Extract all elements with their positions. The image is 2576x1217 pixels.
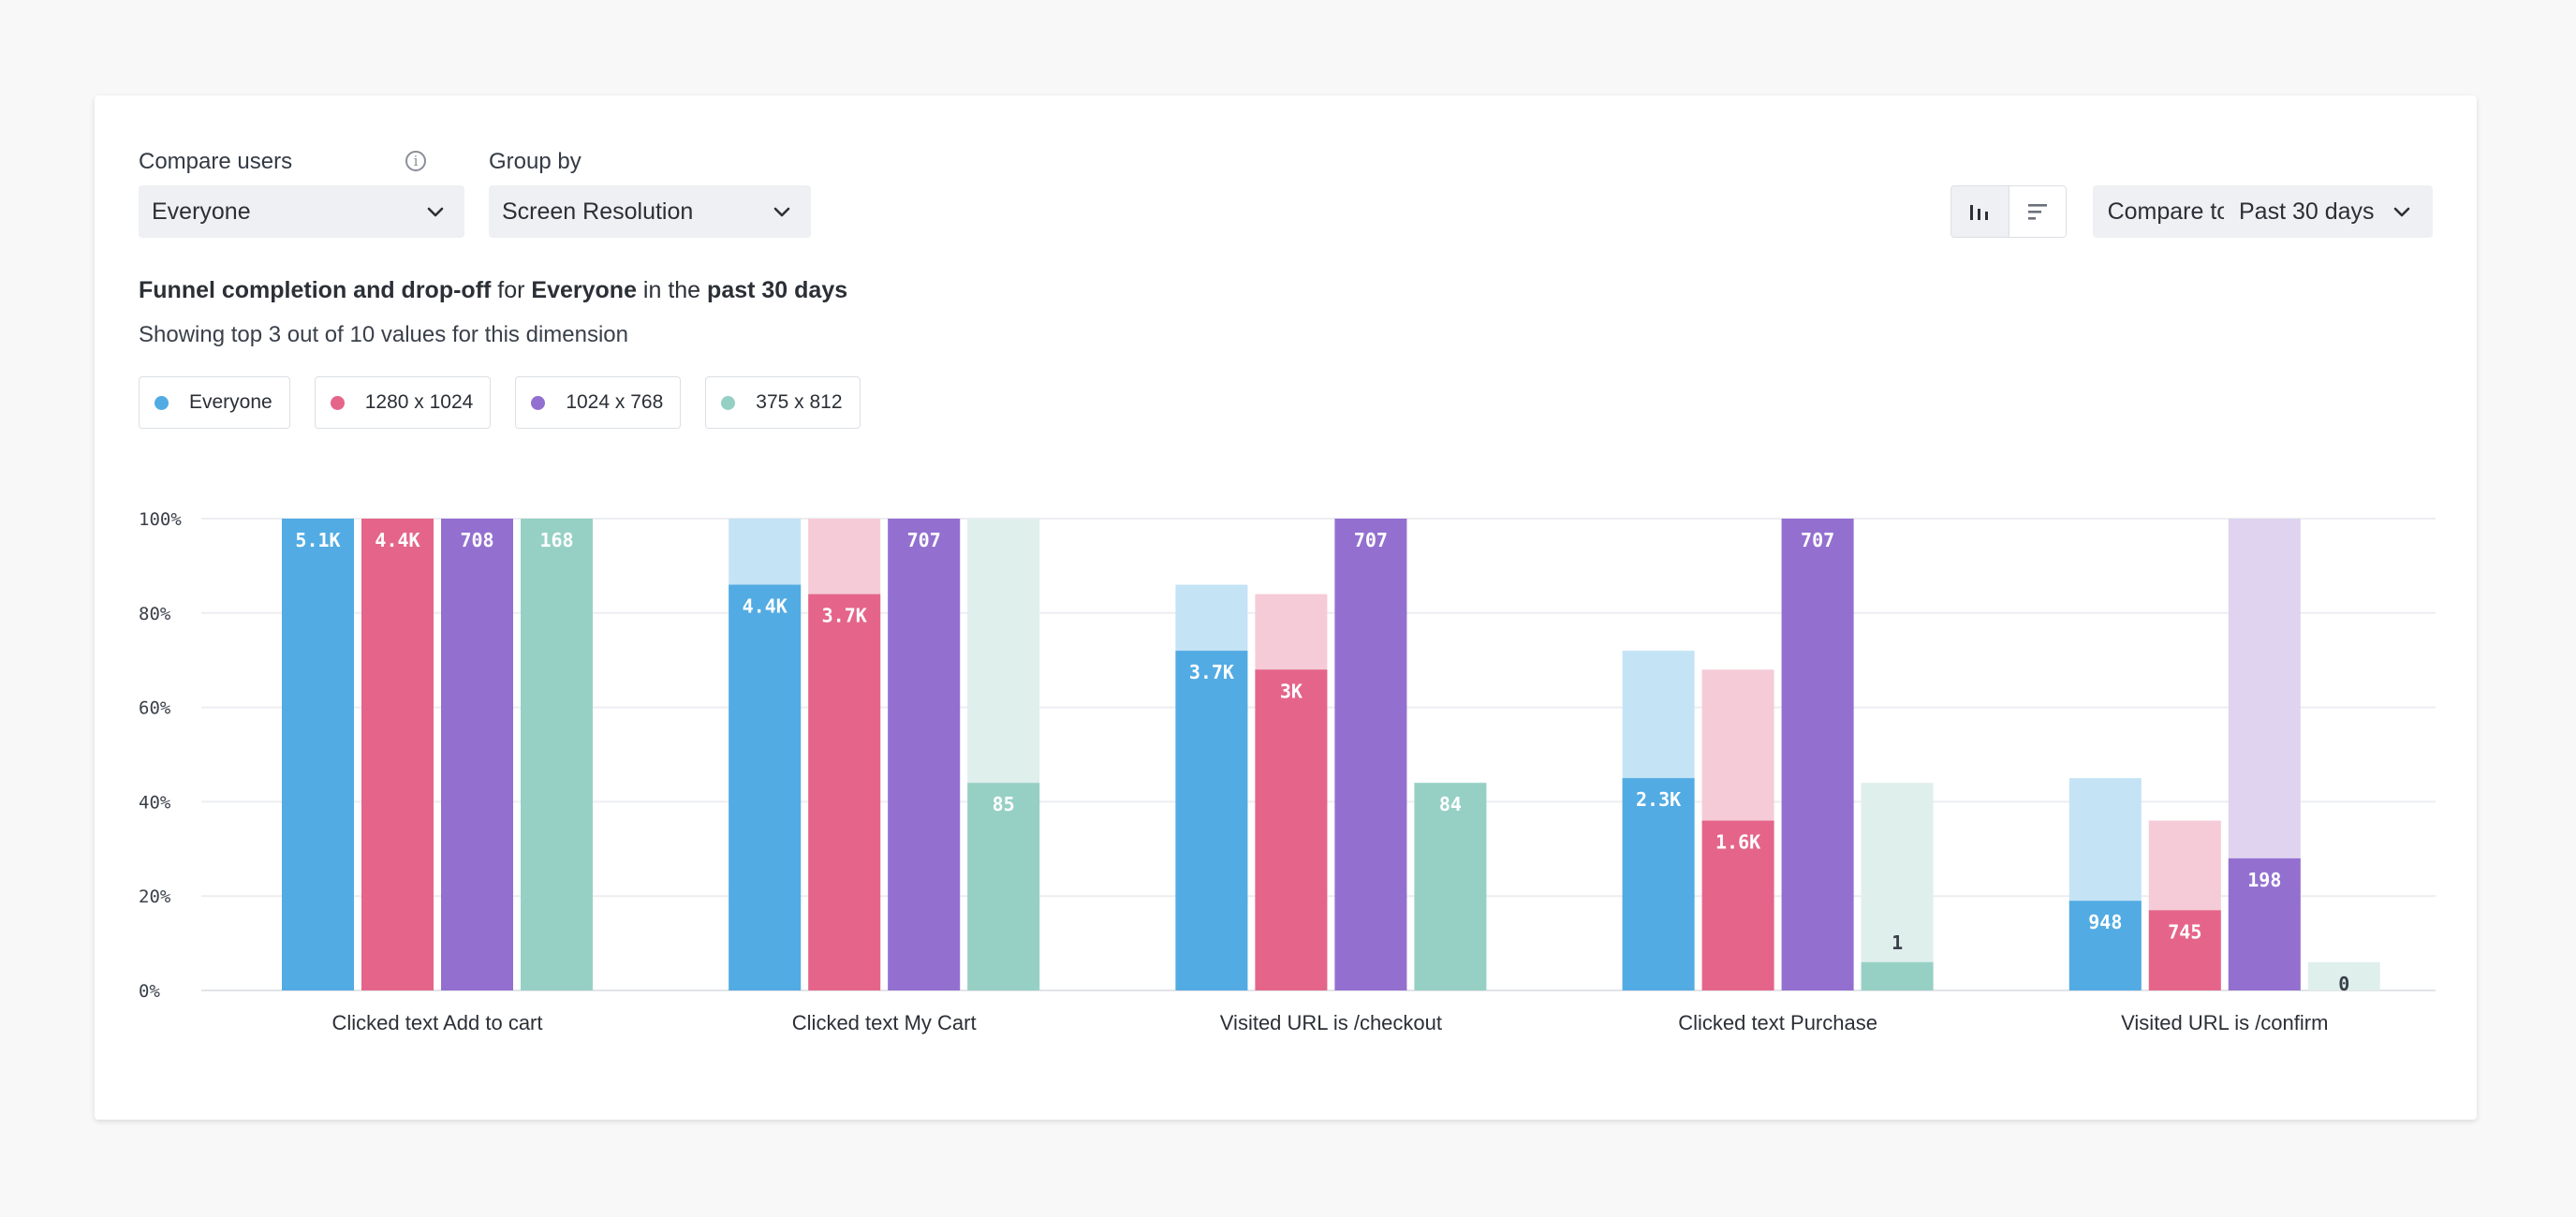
completion-bar xyxy=(1255,669,1328,990)
x-category-label: Clicked text Add to cart xyxy=(332,1011,543,1034)
date-range-value: Past 30 days xyxy=(2239,198,2375,225)
data-label: 5.1K xyxy=(295,529,340,551)
compare-users-label: Compare users xyxy=(139,149,293,174)
y-tick-label: 60% xyxy=(139,698,171,719)
compare-users-select[interactable]: Everyone xyxy=(139,185,464,238)
summary-segment: Everyone xyxy=(531,277,637,303)
completion-bar xyxy=(2148,910,2221,990)
completion-bar xyxy=(282,519,354,990)
legend-item-1024x768[interactable]: 1024 x 768 xyxy=(515,376,682,429)
legend-label: 1280 x 1024 xyxy=(364,391,474,413)
data-label: 1.6K xyxy=(1715,831,1760,854)
data-label: 3.7K xyxy=(1189,661,1234,683)
completion-bar xyxy=(888,519,961,990)
data-label: 85 xyxy=(993,793,1015,815)
summary-line: Funnel completion and drop-off for Every… xyxy=(139,277,847,304)
legend-label: 375 x 812 xyxy=(756,391,843,413)
data-label: 4.4K xyxy=(375,529,420,551)
completion-bar xyxy=(1781,519,1854,990)
data-label: 745 xyxy=(2168,920,2201,943)
horizontal-bar-view-button[interactable] xyxy=(2008,186,2066,237)
completion-bar xyxy=(1701,820,1774,990)
chevron-down-icon xyxy=(427,207,444,217)
group-by-label: Group by xyxy=(489,149,581,174)
legend: Everyone 1280 x 1024 1024 x 768 375 x 81… xyxy=(139,376,861,429)
funnel-card: Compare users i Everyone Group by Screen… xyxy=(95,95,2477,1120)
data-label: 708 xyxy=(460,529,493,551)
legend-item-375x812[interactable]: 375 x 812 xyxy=(705,376,861,429)
dropoff-bar xyxy=(1861,783,1934,990)
completion-bar xyxy=(967,783,1040,990)
compare-users-value: Everyone xyxy=(152,198,251,225)
funnel-bar-chart: 0% 20% 40% 60% 80% 100% 5.1K 4.4K 708 168 Clicked … xyxy=(139,509,2436,1034)
data-label: 0 xyxy=(2338,973,2349,995)
legend-dot-icon xyxy=(155,395,169,410)
data-label: 4.4K xyxy=(743,595,788,618)
legend-item-everyone[interactable]: Everyone xyxy=(139,376,290,429)
group-by-select[interactable]: Screen Resolution xyxy=(489,185,811,238)
y-tick-label: 80% xyxy=(139,604,171,624)
summary-range: past 30 days xyxy=(707,277,848,303)
chevron-down-icon xyxy=(773,207,790,217)
legend-dot-icon xyxy=(721,395,736,410)
data-label: 3K xyxy=(1280,680,1303,702)
completion-bar xyxy=(2068,901,2142,990)
completion-bar xyxy=(1175,651,1248,990)
legend-label: Everyone xyxy=(189,391,272,413)
y-tick-label: 20% xyxy=(139,887,171,907)
completion-bar xyxy=(808,594,881,990)
legend-dot-icon xyxy=(531,395,546,410)
data-label: 3.7K xyxy=(822,605,867,627)
completion-bar xyxy=(1414,783,1487,990)
horizontal-bar-icon xyxy=(2027,204,2047,220)
completion-bar xyxy=(441,519,513,990)
completion-bar xyxy=(1334,519,1407,990)
group-by-value: Screen Resolution xyxy=(502,198,694,225)
bar-chart-view-button[interactable] xyxy=(1951,186,2009,237)
data-label: 198 xyxy=(2247,869,2281,891)
chevron-down-icon xyxy=(2393,207,2410,217)
data-label: 168 xyxy=(539,529,573,551)
x-category-label: Clicked text My Cart xyxy=(792,1011,977,1034)
completion-bar xyxy=(2228,858,2301,990)
data-label: 707 xyxy=(1801,529,1834,551)
completion-bar xyxy=(361,519,434,990)
summary-connector: in the xyxy=(636,277,708,303)
x-category-label: Visited URL is /checkout xyxy=(1220,1011,1442,1034)
view-mode-toggle xyxy=(1950,185,2067,238)
dimension-note: Showing top 3 out of 10 values for this … xyxy=(139,322,628,347)
y-tick-label: 100% xyxy=(139,509,182,530)
info-icon[interactable]: i xyxy=(405,151,426,171)
completion-bar xyxy=(729,584,802,990)
completion-bar xyxy=(1622,778,1695,990)
dropoff-bar xyxy=(2307,961,2380,990)
y-tick-label: 40% xyxy=(139,792,171,813)
legend-dot-icon xyxy=(330,395,345,410)
summary-metric: Funnel completion and drop-off xyxy=(139,277,492,303)
data-label: 1 xyxy=(1892,931,1903,954)
data-label: 2.3K xyxy=(1636,788,1681,811)
x-category-label: Clicked text Purchase xyxy=(1678,1011,1877,1034)
legend-label: 1024 x 768 xyxy=(566,391,664,413)
data-label: 948 xyxy=(2088,911,2122,933)
date-range-select[interactable]: Past 30 days xyxy=(2224,185,2433,238)
y-tick-label: 0% xyxy=(139,981,160,1002)
summary-connector: for xyxy=(491,277,532,303)
legend-item-1280x1024[interactable]: 1280 x 1024 xyxy=(314,376,492,429)
completion-bar xyxy=(1861,961,1934,990)
data-label: 84 xyxy=(1439,793,1462,815)
data-label: 707 xyxy=(907,529,941,551)
completion-bar xyxy=(521,519,593,990)
data-label: 707 xyxy=(1354,529,1388,551)
x-category-label: Visited URL is /confirm xyxy=(2121,1011,2328,1034)
bar-chart-icon xyxy=(1970,205,1989,220)
